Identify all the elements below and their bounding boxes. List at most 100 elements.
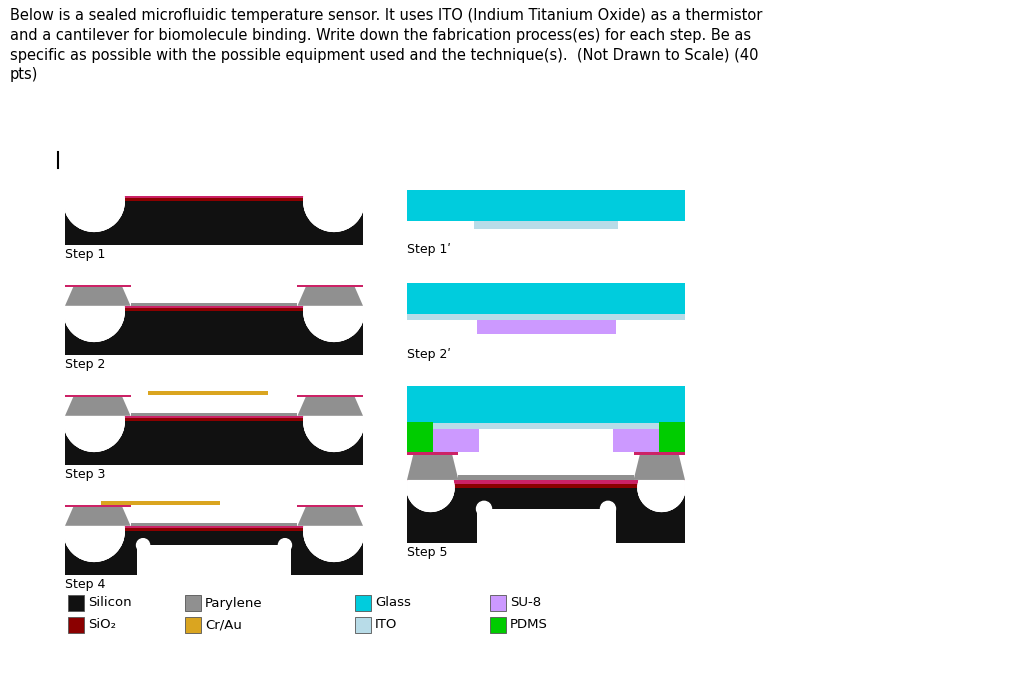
Circle shape bbox=[638, 464, 685, 511]
Circle shape bbox=[64, 171, 124, 231]
Circle shape bbox=[64, 391, 124, 452]
Polygon shape bbox=[634, 452, 685, 480]
Polygon shape bbox=[185, 595, 201, 611]
Polygon shape bbox=[477, 508, 615, 543]
Polygon shape bbox=[407, 488, 685, 543]
Polygon shape bbox=[433, 423, 658, 429]
Circle shape bbox=[407, 464, 454, 511]
Polygon shape bbox=[407, 422, 433, 452]
Polygon shape bbox=[634, 451, 685, 454]
Polygon shape bbox=[65, 416, 363, 418]
Circle shape bbox=[303, 281, 364, 341]
Text: Step 4: Step 4 bbox=[65, 578, 105, 591]
Polygon shape bbox=[297, 285, 363, 306]
Polygon shape bbox=[474, 221, 618, 228]
Polygon shape bbox=[65, 395, 131, 397]
Circle shape bbox=[638, 464, 685, 511]
Polygon shape bbox=[65, 531, 363, 575]
Polygon shape bbox=[136, 545, 291, 575]
Polygon shape bbox=[297, 395, 363, 416]
Text: Below is a sealed microfluidic temperature sensor. It uses ITO (Indium Titanium : Below is a sealed microfluidic temperatu… bbox=[10, 8, 763, 83]
Polygon shape bbox=[297, 505, 363, 526]
Polygon shape bbox=[65, 505, 131, 526]
Circle shape bbox=[303, 281, 364, 341]
Circle shape bbox=[64, 501, 124, 561]
Polygon shape bbox=[355, 595, 370, 611]
Polygon shape bbox=[407, 483, 685, 488]
Polygon shape bbox=[407, 283, 685, 314]
Polygon shape bbox=[407, 190, 685, 221]
Circle shape bbox=[136, 538, 150, 552]
Text: Cr/Au: Cr/Au bbox=[205, 618, 241, 631]
Polygon shape bbox=[65, 395, 131, 416]
Circle shape bbox=[64, 281, 124, 341]
Polygon shape bbox=[65, 198, 363, 201]
Polygon shape bbox=[65, 311, 363, 355]
Text: SU-8: SU-8 bbox=[510, 597, 541, 610]
Polygon shape bbox=[131, 302, 297, 306]
Circle shape bbox=[64, 171, 124, 231]
Circle shape bbox=[407, 464, 454, 511]
Circle shape bbox=[303, 171, 364, 231]
Polygon shape bbox=[407, 480, 685, 483]
Text: SiO₂: SiO₂ bbox=[88, 618, 116, 631]
Circle shape bbox=[64, 281, 124, 341]
Circle shape bbox=[601, 501, 615, 517]
Circle shape bbox=[303, 391, 364, 452]
Circle shape bbox=[64, 391, 124, 452]
Circle shape bbox=[64, 501, 124, 561]
Polygon shape bbox=[131, 412, 297, 416]
Text: Step 5: Step 5 bbox=[407, 546, 448, 559]
Polygon shape bbox=[297, 505, 363, 507]
Text: Step 2: Step 2 bbox=[65, 358, 105, 371]
Circle shape bbox=[303, 501, 364, 561]
Polygon shape bbox=[490, 595, 506, 611]
Polygon shape bbox=[65, 201, 363, 245]
Circle shape bbox=[303, 281, 364, 341]
Polygon shape bbox=[458, 445, 547, 452]
Polygon shape bbox=[477, 320, 615, 334]
Polygon shape bbox=[658, 422, 685, 452]
Polygon shape bbox=[407, 314, 685, 320]
Polygon shape bbox=[149, 391, 267, 395]
Circle shape bbox=[303, 171, 364, 231]
Circle shape bbox=[303, 501, 364, 561]
Polygon shape bbox=[297, 395, 363, 397]
Polygon shape bbox=[68, 617, 84, 633]
Polygon shape bbox=[65, 306, 363, 308]
Circle shape bbox=[477, 501, 491, 517]
Polygon shape bbox=[433, 429, 658, 452]
Circle shape bbox=[64, 171, 124, 231]
Text: PDMS: PDMS bbox=[510, 618, 548, 631]
Text: ITO: ITO bbox=[375, 618, 397, 631]
Text: Step 1: Step 1 bbox=[65, 248, 105, 261]
Circle shape bbox=[64, 501, 124, 561]
Circle shape bbox=[303, 391, 364, 452]
Polygon shape bbox=[101, 500, 220, 505]
Polygon shape bbox=[479, 429, 613, 452]
Polygon shape bbox=[458, 475, 634, 480]
Polygon shape bbox=[65, 285, 131, 306]
Polygon shape bbox=[407, 386, 685, 423]
Polygon shape bbox=[65, 285, 131, 287]
Text: Parylene: Parylene bbox=[205, 597, 262, 610]
Polygon shape bbox=[65, 196, 363, 198]
Polygon shape bbox=[65, 418, 363, 421]
Polygon shape bbox=[65, 526, 363, 528]
Polygon shape bbox=[68, 595, 84, 611]
Text: Silicon: Silicon bbox=[88, 597, 132, 610]
Text: Step 3: Step 3 bbox=[65, 468, 105, 481]
Circle shape bbox=[64, 281, 124, 341]
Text: Step 1ʹ: Step 1ʹ bbox=[407, 243, 451, 256]
Polygon shape bbox=[355, 617, 370, 633]
Polygon shape bbox=[65, 505, 131, 507]
Circle shape bbox=[638, 464, 685, 511]
Polygon shape bbox=[220, 386, 273, 407]
Circle shape bbox=[303, 501, 364, 561]
Polygon shape bbox=[490, 617, 506, 633]
Polygon shape bbox=[297, 285, 363, 287]
Circle shape bbox=[303, 391, 364, 452]
Polygon shape bbox=[407, 452, 458, 480]
Polygon shape bbox=[407, 451, 458, 454]
Circle shape bbox=[407, 464, 454, 511]
